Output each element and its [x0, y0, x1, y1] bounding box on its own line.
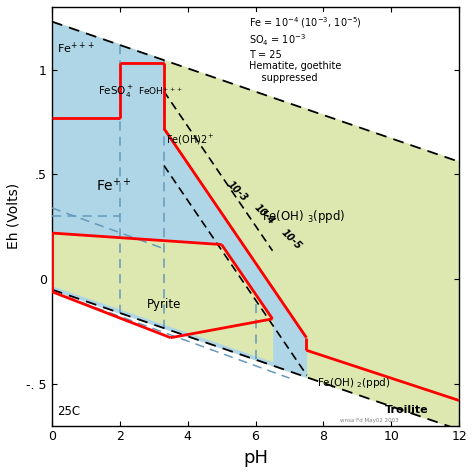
Polygon shape [52, 233, 273, 361]
Text: Fe(OH)2$^+$: Fe(OH)2$^+$ [165, 132, 214, 146]
Text: Pyrite: Pyrite [147, 299, 181, 311]
X-axis label: pH: pH [243, 449, 268, 467]
Polygon shape [52, 22, 306, 377]
Text: wnsa Fd May02 2003: wnsa Fd May02 2003 [340, 419, 399, 423]
Text: Troilite: Troilite [384, 405, 428, 415]
Text: FeSO$_4^+$: FeSO$_4^+$ [98, 84, 134, 100]
Text: Fe(OH) $_{2}$(ppd): Fe(OH) $_{2}$(ppd) [317, 376, 390, 390]
Text: 10-3: 10-3 [225, 180, 249, 204]
Text: 25C: 25C [57, 405, 80, 418]
Text: Fe$^{+++}$: Fe$^{+++}$ [57, 41, 96, 56]
Text: 10-5: 10-5 [279, 228, 303, 252]
Text: Fe(OH) $_{3}$(ppd): Fe(OH) $_{3}$(ppd) [262, 209, 346, 226]
Text: 10-4: 10-4 [252, 202, 276, 227]
Text: FeOH$^{+++}$: FeOH$^{+++}$ [138, 85, 184, 97]
Y-axis label: Eh (Volts): Eh (Volts) [7, 183, 21, 249]
Polygon shape [52, 22, 459, 426]
Text: Fe = 10$^{-4}$ (10$^{-3}$, 10$^{-5}$)
SO$_4$ = 10$^{-3}$
T = 25
Hematite, goethi: Fe = 10$^{-4}$ (10$^{-3}$, 10$^{-5}$) SO… [249, 15, 361, 83]
Text: Fe$^{++}$: Fe$^{++}$ [96, 177, 132, 194]
